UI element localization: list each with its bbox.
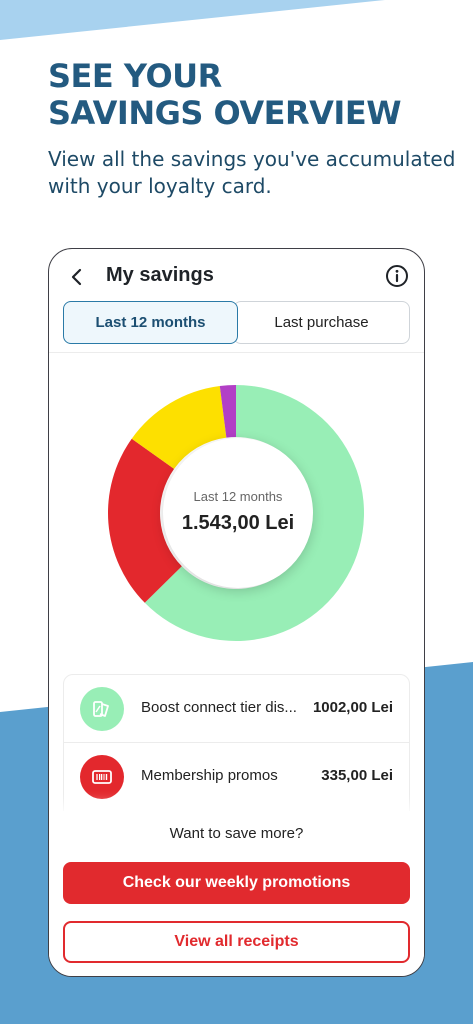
headline-line-2: SAVINGS OVERVIEW	[48, 94, 401, 132]
promo-subtitle: View all the savings you've accumulated …	[48, 147, 456, 198]
list-item-boost-connect[interactable]: Boost connect tier dis... 1002,00 Lei	[64, 675, 409, 743]
item-icon-bg	[80, 755, 124, 799]
voucher-tags-icon	[93, 701, 109, 717]
period-tabs: Last 12 months Last purchase	[63, 301, 410, 344]
savings-list: Boost connect tier dis... 1002,00 Lei Me…	[63, 674, 410, 824]
item-label: Boost connect tier dis...	[141, 699, 297, 716]
item-icon-bg	[80, 687, 124, 731]
save-more-prompt: Want to save more?	[169, 825, 304, 842]
item-amount: 1002,00 Lei	[312, 699, 393, 716]
divider	[49, 352, 424, 353]
top-light-blue-shape	[0, 0, 385, 40]
donut-period-label: Last 12 months	[193, 489, 283, 504]
item-label: Membership promos	[141, 767, 278, 784]
screen-title: My savings	[106, 264, 214, 286]
info-button[interactable]	[385, 264, 409, 288]
donut-center	[163, 438, 313, 588]
back-button[interactable]	[65, 265, 89, 289]
promo-headline: SEE YOUR SAVINGS OVERVIEW	[48, 58, 401, 132]
view-receipts-button[interactable]: View all receipts	[63, 921, 410, 963]
app-bar: My savings	[49, 249, 424, 301]
info-circle-icon	[386, 265, 408, 287]
list-item-membership-promos[interactable]: Membership promos 335,00 Lei	[64, 743, 409, 811]
tab-last-12-months[interactable]: Last 12 months	[63, 301, 238, 344]
weekly-promotions-button[interactable]: Check our weekly promotions	[63, 862, 410, 904]
donut-slice-2	[107, 438, 182, 603]
headline-line-1: SEE YOUR	[48, 57, 222, 95]
chevron-left-icon	[71, 268, 82, 286]
donut-slice-4	[219, 385, 236, 438]
donut-slice-3	[131, 386, 227, 469]
cta-panel: Want to save more? Check our weekly prom…	[49, 811, 424, 976]
item-amount: 335,00 Lei	[321, 767, 393, 784]
donut-total-amount: 1.543,00 Lei	[181, 512, 295, 534]
donut-slice-1	[144, 385, 364, 641]
phone-frame: My savings Last 12 months Last purchase …	[48, 248, 425, 977]
barcode-card-icon	[92, 770, 112, 784]
tab-last-purchase[interactable]: Last purchase	[233, 301, 410, 344]
savings-donut-chart	[107, 385, 364, 641]
